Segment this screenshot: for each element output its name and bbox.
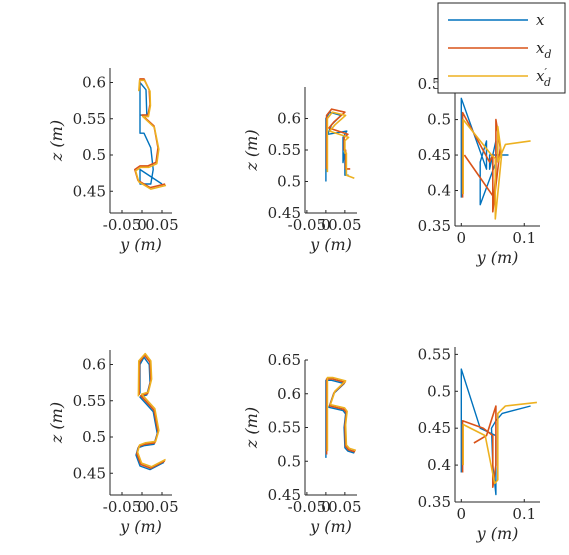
y-axis-label: z (m): [47, 120, 66, 162]
y-tick-label: 0.5: [277, 452, 301, 470]
series-line-0: [135, 356, 165, 471]
series-line-2: [462, 401, 537, 485]
y-tick-label: 0.55: [418, 345, 451, 363]
y-tick-label: 0.5: [82, 146, 106, 164]
x-axis-label: y (m): [476, 248, 519, 267]
x-tick-label: -0.05: [103, 498, 141, 516]
subplot-r2c3: 0 0.1 0.35 0.4 0.45 0.5 0.55 y (m): [418, 345, 540, 543]
series-line-2: [326, 111, 355, 180]
y-tick-label: 0.55: [268, 419, 301, 437]
x-tick-label: 0.05: [145, 216, 178, 234]
y-tick-label: 0.45: [268, 204, 301, 222]
y-tick-label: 0.5: [427, 382, 451, 400]
series-line-2: [462, 118, 531, 220]
x-axis-label: y (m): [119, 235, 162, 254]
x-tick-label: 0: [321, 498, 331, 516]
y-tick-label: 0.5: [277, 173, 301, 191]
series-line-2: [326, 376, 357, 452]
x-tick-label: -0.05: [103, 216, 141, 234]
y-axis-label: z (m): [47, 402, 66, 444]
y-tick-label: 0.55: [73, 392, 106, 410]
legend: x xd x′ d: [437, 2, 566, 94]
x-tick-label: -0.05: [288, 498, 326, 516]
y-tick-label: 0.6: [82, 74, 106, 92]
x-axis-label: y (m): [309, 517, 352, 536]
x-tick-label: 0.05: [328, 498, 361, 516]
legend-entry-label: x: [536, 11, 545, 29]
y-axis-label: z (m): [242, 129, 261, 171]
series-line-1: [461, 405, 497, 489]
series-line-1: [136, 354, 166, 470]
y-tick-label: 0.4: [427, 182, 451, 200]
y-tick-label: 0.6: [277, 385, 301, 403]
x-tick-label: 0: [321, 216, 331, 234]
y-tick-label: 0.4: [427, 456, 451, 474]
series-line-2: [136, 352, 166, 468]
y-tick-label: 0.45: [418, 419, 451, 437]
series-line-0: [460, 97, 509, 206]
x-tick-label: -0.05: [288, 216, 326, 234]
legend-entry-label: x′ d: [536, 66, 551, 89]
y-tick-label: 0.45: [73, 464, 106, 482]
x-tick-label: 0.1: [512, 505, 536, 523]
series-line-2: [134, 79, 167, 190]
x-tick-label: 0: [137, 216, 147, 234]
y-tick-label: 0.6: [82, 356, 106, 374]
series-line-0: [325, 379, 355, 458]
y-tick-label: 0.45: [418, 146, 451, 164]
y-tick-label: 0.5: [82, 428, 106, 446]
x-axis-label: y (m): [476, 524, 519, 543]
y-tick-label: 0.45: [73, 182, 106, 200]
y-tick-label: 0.6: [277, 110, 301, 128]
y-tick-label: 0.65: [268, 351, 301, 369]
x-axis-label: y (m): [309, 235, 352, 254]
y-tick-label: 0.35: [418, 217, 451, 235]
x-tick-label: 0: [137, 498, 147, 516]
x-tick-label: 0: [457, 505, 467, 523]
x-tick-label: 0.1: [512, 229, 536, 247]
series-line-1: [325, 378, 356, 455]
y-tick-label: 0.35: [418, 493, 451, 511]
subplot-r1c3: 0 0.10.350.40.450.50.55y (m): [418, 75, 540, 267]
y-tick-label: 0.5: [427, 111, 451, 129]
y-axis-label: z (m): [242, 407, 261, 449]
x-tick-label: 0.05: [145, 498, 178, 516]
y-tick-label: 0.55: [73, 110, 106, 128]
y-tick-label: 0.55: [268, 141, 301, 159]
y-tick-label: 0.45: [268, 486, 301, 504]
x-tick-label: 0.05: [328, 216, 361, 234]
series-line-0: [139, 81, 163, 185]
legend-entry-label: xd: [536, 39, 552, 61]
x-axis-label: y (m): [119, 517, 162, 536]
x-tick-label: 0: [457, 229, 467, 247]
